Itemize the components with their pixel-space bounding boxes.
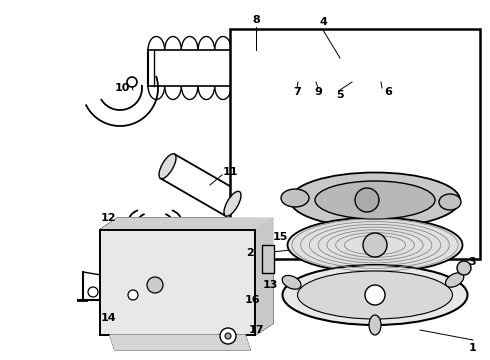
Text: 17: 17 [248,325,264,335]
Text: 2: 2 [246,248,254,258]
Ellipse shape [288,217,463,273]
Text: 6: 6 [384,87,392,97]
Circle shape [128,290,138,300]
Polygon shape [110,335,250,350]
Polygon shape [100,218,273,230]
Text: 12: 12 [100,213,116,223]
Text: 11: 11 [222,167,238,177]
Circle shape [365,285,385,305]
Text: 9: 9 [314,87,322,97]
Text: 5: 5 [336,90,344,100]
Ellipse shape [297,271,452,319]
Ellipse shape [159,154,176,179]
Circle shape [355,188,379,212]
Ellipse shape [290,172,460,228]
Circle shape [225,333,231,339]
Text: 10: 10 [114,83,130,93]
Text: 4: 4 [319,17,327,27]
Circle shape [220,328,236,344]
Text: 13: 13 [262,280,278,290]
Circle shape [363,233,387,257]
Ellipse shape [445,273,464,287]
Text: 3: 3 [468,257,476,267]
Text: 15: 15 [272,232,288,242]
Ellipse shape [224,191,241,216]
Ellipse shape [282,275,301,289]
Ellipse shape [439,194,461,210]
Bar [100,230,255,335]
Circle shape [147,277,163,293]
Bar [230,29,480,259]
Circle shape [457,261,471,275]
Text: 7: 7 [293,87,301,97]
Polygon shape [255,218,273,335]
Text: 1: 1 [469,343,477,353]
Ellipse shape [315,181,435,219]
Ellipse shape [283,265,467,325]
Bar [262,245,274,273]
Circle shape [88,287,98,297]
Circle shape [127,77,137,87]
Ellipse shape [281,189,309,207]
Text: 8: 8 [252,15,260,25]
Ellipse shape [369,315,381,335]
Text: 16: 16 [244,295,260,305]
Text: 14: 14 [100,313,116,323]
